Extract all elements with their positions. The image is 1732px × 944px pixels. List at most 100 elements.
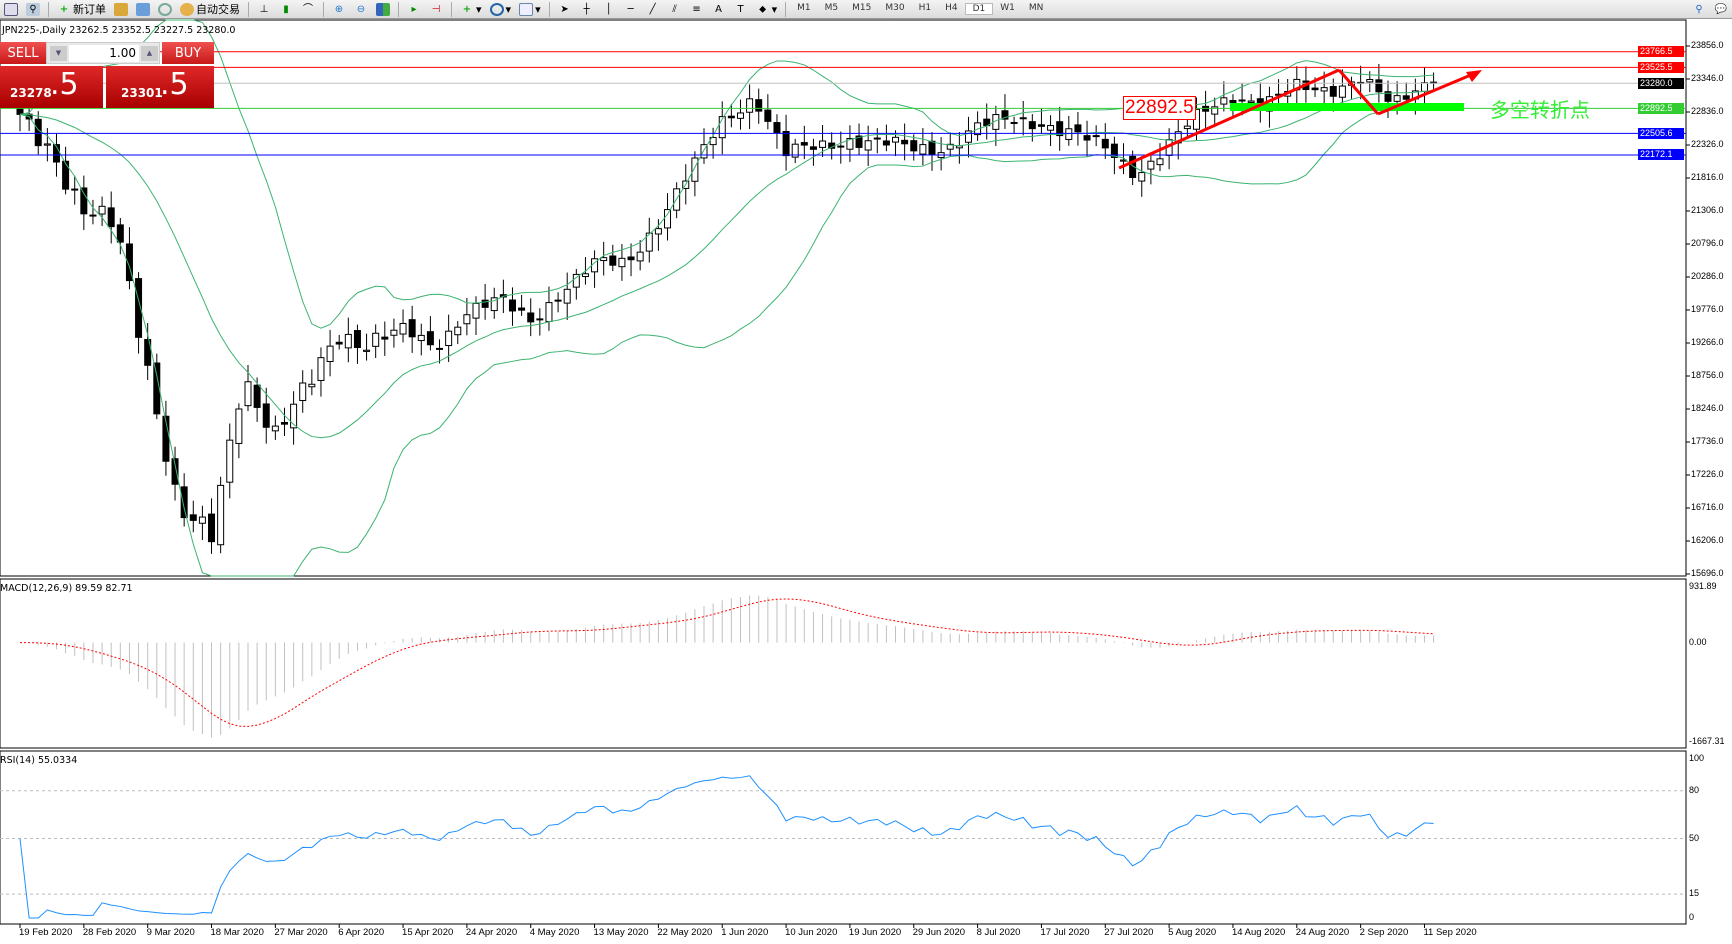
candle bbox=[135, 272, 143, 354]
date-axis-label: 15 Apr 2020 bbox=[402, 927, 454, 938]
rsi-axis-label: 80 bbox=[1689, 784, 1700, 795]
equidistant-channel-button[interactable]: ⫽ bbox=[664, 1, 686, 18]
timeframe-m15[interactable]: M15 bbox=[852, 3, 872, 13]
candle bbox=[901, 123, 909, 161]
market-watch-button[interactable] bbox=[110, 1, 132, 18]
candle-body bbox=[445, 330, 453, 347]
candle bbox=[399, 309, 407, 343]
new-chart-button[interactable] bbox=[0, 1, 22, 18]
crosshair-button[interactable]: ┼ bbox=[576, 1, 598, 18]
candle bbox=[1384, 80, 1392, 119]
autoscroll-button[interactable]: ▸ bbox=[403, 1, 425, 18]
chat-icon: 💬 bbox=[1714, 3, 1728, 15]
candle-body bbox=[1238, 99, 1246, 102]
candle-body bbox=[736, 112, 744, 119]
candle-body bbox=[1092, 135, 1100, 138]
candle bbox=[1211, 97, 1219, 128]
price-annotation-box[interactable]: 22892.5 bbox=[1123, 96, 1196, 120]
navigator-button[interactable] bbox=[132, 1, 154, 18]
fibonacci-icon: ≡ bbox=[692, 3, 701, 15]
candle bbox=[1037, 108, 1045, 134]
macd-axis-label: 931.89 bbox=[1689, 581, 1717, 591]
date-axis-label: 14 Aug 2020 bbox=[1231, 927, 1286, 938]
signals-button[interactable] bbox=[154, 1, 176, 18]
profiles-button[interactable]: ⚲ bbox=[22, 1, 44, 18]
text-button[interactable]: A bbox=[708, 1, 730, 18]
candle-body bbox=[1129, 155, 1137, 178]
bollinger-lower bbox=[19, 105, 1434, 577]
volume-input[interactable]: 1.00 bbox=[69, 45, 139, 62]
volume-up-button[interactable]: ▲ bbox=[141, 46, 158, 61]
vertical-line-icon: │ bbox=[605, 3, 612, 15]
cursor-button[interactable]: ➤ bbox=[554, 1, 576, 18]
candle bbox=[299, 370, 307, 413]
rsi-axis-label: 50 bbox=[1689, 832, 1700, 843]
rsi-pane bbox=[0, 750, 1687, 925]
vertical-line-button[interactable]: │ bbox=[598, 1, 620, 18]
buy-price[interactable]: 23301 .5 bbox=[106, 66, 214, 108]
buy-price-fraction: .5 bbox=[160, 67, 189, 102]
timeframe-m30[interactable]: M30 bbox=[885, 3, 905, 13]
line-chart-button[interactable]: ⌒ bbox=[297, 1, 319, 18]
candle bbox=[1147, 152, 1155, 185]
toolbar-divider bbox=[323, 1, 324, 17]
bar-chart-button[interactable]: ⊥ bbox=[253, 1, 275, 18]
timeframe-h1[interactable]: H1 bbox=[918, 3, 932, 13]
trend-arrow-line bbox=[1118, 68, 1340, 170]
horizontal-line-button[interactable]: ─ bbox=[620, 1, 642, 18]
chat-button[interactable]: 💬 bbox=[1710, 1, 1732, 18]
candle-body bbox=[217, 484, 225, 546]
timeframe-m5[interactable]: M5 bbox=[824, 3, 839, 13]
candle-body bbox=[426, 331, 434, 346]
candle bbox=[271, 415, 279, 440]
candle-body bbox=[1420, 82, 1428, 92]
turning-point-label[interactable]: 多空转折点 bbox=[1490, 98, 1590, 122]
periods-button[interactable]: ▾ bbox=[486, 1, 516, 18]
sell-label: SELL bbox=[7, 45, 39, 61]
zoom-in-icon: ⊕ bbox=[334, 3, 344, 15]
candle-body bbox=[1037, 124, 1045, 127]
candle-body bbox=[1393, 95, 1401, 102]
templates-button[interactable]: ▾ bbox=[515, 1, 545, 18]
arrows-button[interactable]: ⬥ ▾ bbox=[752, 1, 782, 18]
sell-price[interactable]: 23278 .5 bbox=[0, 66, 103, 108]
candle bbox=[691, 151, 699, 197]
signals-icon bbox=[158, 2, 172, 16]
zoom-out-button[interactable]: ⊖ bbox=[350, 1, 372, 18]
search-button[interactable]: ⚲ bbox=[1688, 1, 1710, 18]
text-label-button[interactable]: T bbox=[730, 1, 752, 18]
candle-body bbox=[855, 135, 863, 148]
volume-spinner[interactable]: ▼ 1.00 ▲ bbox=[46, 42, 160, 64]
trendline-button[interactable]: ╱ bbox=[642, 1, 664, 18]
price-level-label: 22892.5 bbox=[1638, 102, 1684, 114]
tile-windows-button[interactable] bbox=[372, 1, 394, 18]
timeframe-mn[interactable]: MN bbox=[1028, 3, 1044, 13]
candle-body bbox=[116, 224, 124, 243]
candle-body bbox=[618, 257, 626, 268]
timeframe-h4[interactable]: H4 bbox=[945, 3, 958, 13]
timeframe-m1[interactable]: M1 bbox=[797, 3, 811, 13]
sell-button[interactable]: SELL bbox=[0, 42, 46, 64]
zoom-in-button[interactable]: ⊕ bbox=[328, 1, 350, 18]
candle bbox=[855, 123, 863, 156]
new-order-button[interactable]: + 新订单 bbox=[53, 1, 110, 18]
auto-trading-button[interactable]: 自动交易 bbox=[176, 1, 244, 18]
candle bbox=[107, 191, 115, 244]
candlestick-button[interactable]: ▮ bbox=[275, 1, 297, 18]
timeframe-d1[interactable]: D1 bbox=[964, 3, 994, 15]
timeframe-w1[interactable]: W1 bbox=[1000, 3, 1015, 13]
candle-body bbox=[16, 107, 24, 115]
volume-down-button[interactable]: ▼ bbox=[50, 46, 67, 61]
indicators-button[interactable]: + ▾ bbox=[456, 1, 486, 18]
fibonacci-button[interactable]: ≡ bbox=[686, 1, 708, 18]
candle bbox=[809, 138, 817, 166]
macd-pane bbox=[0, 578, 1687, 749]
candle bbox=[363, 333, 371, 361]
buy-button[interactable]: BUY bbox=[162, 42, 214, 64]
candle-body bbox=[454, 326, 462, 336]
candle bbox=[773, 114, 781, 149]
chart-shift-button[interactable]: ⊣ bbox=[425, 1, 447, 18]
candle-body bbox=[527, 312, 535, 323]
price-axis-label: 21816.0 bbox=[1691, 172, 1724, 182]
